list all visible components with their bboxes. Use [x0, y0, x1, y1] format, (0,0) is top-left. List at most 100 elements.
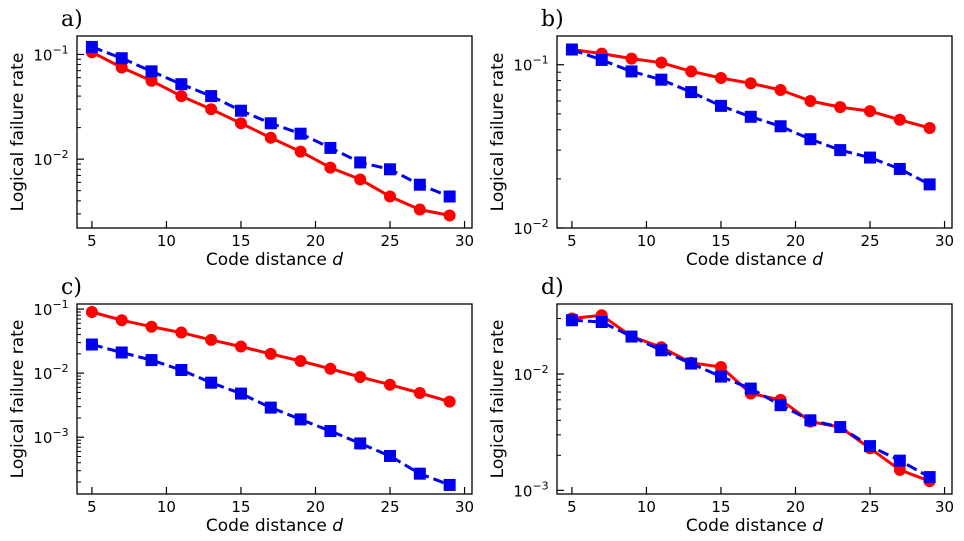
- y-axis-label: Logical failure rate: [8, 53, 28, 212]
- data-point-square: [205, 376, 218, 389]
- data-point-circle: [714, 360, 727, 373]
- data-point-circle: [264, 347, 277, 360]
- data-point-square: [145, 65, 158, 78]
- y-tick-base: 10: [513, 366, 532, 384]
- data-point-square: [384, 449, 397, 462]
- data-point-square: [595, 53, 608, 66]
- x-tick-label: 10: [157, 232, 176, 250]
- data-point-circle: [115, 314, 128, 327]
- x-axis-label: Code distance d: [206, 250, 343, 270]
- data-point-square: [175, 78, 188, 91]
- data-point-square: [175, 363, 188, 376]
- data-point-square: [804, 133, 817, 146]
- y-tick-exponent: −2: [52, 148, 68, 161]
- series-red-circles: [85, 46, 456, 222]
- panel-label: d): [541, 275, 564, 300]
- data-point-square: [354, 156, 367, 169]
- y-tick-exponent: −1: [532, 54, 548, 67]
- data-point-square: [893, 162, 906, 175]
- axes-frame: [556, 303, 953, 495]
- x-tick-label: 15: [231, 498, 250, 516]
- axes-frame: [76, 303, 473, 495]
- data-point-circle: [923, 121, 936, 134]
- x-tick-label: 20: [786, 232, 805, 250]
- series-blue-squares: [85, 40, 456, 203]
- panel-label: b): [541, 7, 564, 32]
- y-axis-label: Logical failure rate: [488, 320, 508, 479]
- data-point-circle: [443, 395, 456, 408]
- y-tick-label: 10−2: [513, 217, 548, 238]
- data-point-circle: [324, 161, 337, 174]
- y-tick-label: 10−2: [33, 362, 68, 383]
- y-tick-label: 10−1: [33, 43, 68, 64]
- series-blue-squares: [85, 338, 456, 491]
- data-point-square: [264, 117, 277, 130]
- data-point-square: [294, 413, 307, 426]
- x-axis-label-text: Code distance: [686, 516, 807, 536]
- y-tick-label: 10−3: [33, 426, 68, 447]
- data-point-circle: [384, 190, 397, 203]
- data-point-circle: [834, 101, 847, 114]
- data-point-circle: [264, 131, 277, 144]
- y-axis-label: Logical failure rate: [488, 53, 508, 212]
- data-point-square: [923, 471, 936, 484]
- data-point-circle: [413, 387, 426, 400]
- series-red-circles: [85, 306, 456, 408]
- x-axis-label-variable: d: [812, 516, 823, 536]
- data-point-circle: [354, 173, 367, 186]
- x-tick-label: 5: [87, 232, 97, 250]
- data-point-circle: [205, 333, 218, 346]
- x-tick-label: 5: [567, 498, 577, 516]
- x-tick-label: 30: [455, 232, 474, 250]
- data-point-circle: [384, 378, 397, 391]
- data-point-square: [774, 399, 787, 412]
- data-point-square: [115, 346, 128, 359]
- data-point-square: [384, 163, 397, 176]
- data-point-square: [443, 190, 456, 203]
- y-tick-exponent: −3: [52, 426, 68, 439]
- data-point-circle: [175, 326, 188, 339]
- y-tick-base: 10: [33, 365, 52, 383]
- x-axis-label: Code distance d: [686, 516, 823, 536]
- data-point-square: [714, 99, 727, 112]
- data-point-circle: [234, 340, 247, 353]
- data-point-square: [234, 104, 247, 117]
- data-point-circle: [443, 209, 456, 222]
- x-tick-label: 20: [306, 498, 325, 516]
- data-point-square: [655, 73, 668, 86]
- data-point-square: [714, 370, 727, 383]
- data-point-square: [744, 382, 757, 395]
- x-tick-label: 30: [935, 232, 954, 250]
- data-point-circle: [625, 52, 638, 65]
- y-tick-label: 10−2: [33, 148, 68, 169]
- x-tick-label: 10: [157, 498, 176, 516]
- axes-frame: [76, 35, 473, 229]
- data-point-square: [565, 43, 578, 56]
- data-point-circle: [774, 84, 787, 97]
- y-tick-base: 10: [33, 46, 52, 64]
- data-point-square: [595, 316, 608, 329]
- data-point-circle: [864, 105, 877, 118]
- data-point-square: [413, 178, 426, 191]
- x-axis-label-variable: d: [812, 250, 823, 270]
- data-point-square: [774, 120, 787, 133]
- data-point-circle: [145, 74, 158, 87]
- x-tick-label: 20: [786, 498, 805, 516]
- y-tick-base: 10: [33, 429, 52, 447]
- x-tick-label: 15: [711, 232, 730, 250]
- series-red-circles: [565, 43, 936, 134]
- data-point-square: [744, 110, 757, 123]
- x-tick-label: 10: [637, 232, 656, 250]
- data-point-circle: [294, 354, 307, 367]
- data-point-circle: [175, 90, 188, 103]
- y-tick-exponent: −1: [52, 43, 68, 56]
- data-point-square: [864, 440, 877, 453]
- panel-label: c): [61, 275, 82, 300]
- y-axis-label: Logical failure rate: [8, 320, 28, 479]
- data-point-square: [864, 151, 877, 164]
- y-tick-label: 10−1: [513, 54, 548, 75]
- data-point-square: [685, 86, 698, 99]
